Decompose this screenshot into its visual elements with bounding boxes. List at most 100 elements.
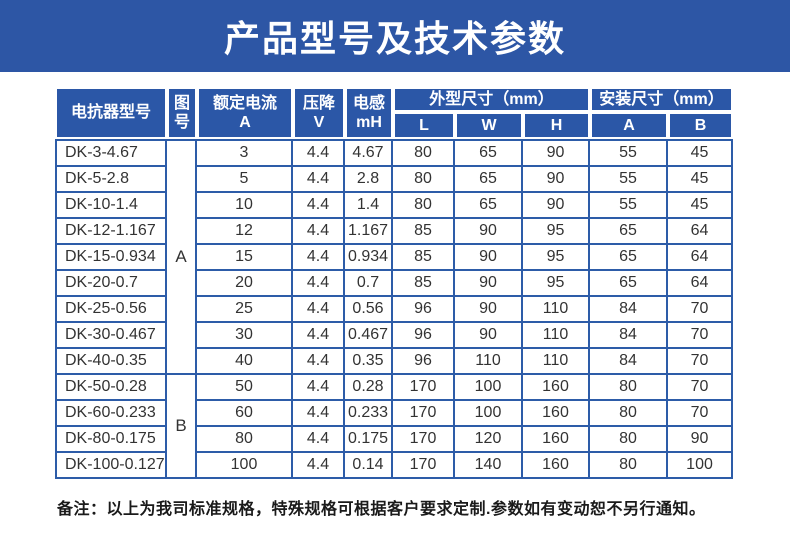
cell-install-b: 70: [668, 349, 734, 375]
cell-dim-w: 65: [455, 139, 523, 167]
cell-model: DK-15-0.934: [55, 245, 167, 271]
cell-inductance: 1.4: [345, 193, 393, 219]
cell-install-a: 80: [590, 401, 669, 427]
cell-dim-h: 110: [523, 297, 591, 323]
cell-dim-l: 170: [393, 401, 455, 427]
cell-inductance: 0.7: [345, 271, 393, 297]
table-row: DK-3-4.67 A 3 4.4 4.67 80 65 90 55 45: [55, 139, 734, 375]
header-figure-number: 图 号: [167, 87, 197, 139]
cell-model: DK-25-0.56: [55, 297, 167, 323]
cell-vdrop: 4.4: [293, 245, 345, 271]
spec-table: 电抗器型号 图 号 额定电流 A 压降 V 电感 mH 外型尺寸（mm）: [55, 87, 734, 479]
cell-current: 100: [197, 453, 293, 479]
cell-dim-l: 170: [393, 453, 455, 479]
cell-dim-w: 110: [455, 349, 523, 375]
cell-current: 20: [197, 271, 293, 297]
header-rated-current-line2: A: [239, 114, 251, 131]
table-header: 电抗器型号 图 号 额定电流 A 压降 V 电感 mH 外型尺寸（mm）: [55, 87, 734, 139]
header-inductance-line2: mH: [356, 114, 382, 131]
cell-install-a: 65: [590, 271, 669, 297]
table-row: DK-25-0.56 25 4.4 0.56 96 90 110 84 70: [55, 297, 734, 323]
cell-current: 12: [197, 219, 293, 245]
cell-model: DK-20-0.7: [55, 271, 167, 297]
cell-install-b: 45: [668, 193, 734, 219]
cell-model: DK-30-0.467: [55, 323, 167, 349]
cell-dim-w: 65: [455, 167, 523, 193]
cell-install-a: 65: [590, 245, 669, 271]
cell-install-b: 45: [668, 139, 734, 167]
cell-current: 50: [197, 375, 293, 401]
cell-dim-h: 110: [523, 349, 591, 375]
header-voltage-drop-line2: V: [313, 114, 325, 131]
cell-vdrop: 4.4: [293, 323, 345, 349]
header-voltage-drop: 压降 V: [293, 87, 345, 139]
cell-install-a: 55: [590, 139, 669, 167]
cell-install-b: 70: [668, 375, 734, 401]
page-title: 产品型号及技术参数: [223, 18, 566, 59]
header-row-2: L W H A B: [55, 112, 734, 139]
table-row: DK-5-2.8 5 4.4 2.8 80 65 90 55 45: [55, 167, 734, 193]
cell-current: 80: [197, 427, 293, 453]
cell-install-b: 90: [668, 427, 734, 453]
cell-inductance: 0.233: [345, 401, 393, 427]
cell-dim-w: 90: [455, 323, 523, 349]
table-row: DK-15-0.934 15 4.4 0.934 85 90 95 65 64: [55, 245, 734, 271]
cell-dim-l: 170: [393, 375, 455, 401]
cell-dim-l: 170: [393, 427, 455, 453]
cell-install-b: 70: [668, 401, 734, 427]
header-install-b: B: [668, 112, 734, 139]
cell-install-b: 70: [668, 323, 734, 349]
cell-dim-l: 80: [393, 193, 455, 219]
cell-vdrop: 4.4: [293, 349, 345, 375]
cell-model: DK-10-1.4: [55, 193, 167, 219]
header-install-dimensions: 安装尺寸（mm）: [590, 87, 734, 112]
cell-install-b: 100: [668, 453, 734, 479]
header-figure-line1: 图: [173, 94, 190, 112]
cell-current: 3: [197, 139, 293, 167]
cell-vdrop: 4.4: [293, 193, 345, 219]
cell-install-a: 80: [590, 427, 669, 453]
header-inductance: 电感 mH: [345, 87, 393, 139]
table-row: DK-100-0.127 100 4.4 0.14 170 140 160 80…: [55, 453, 734, 479]
cell-dim-l: 85: [393, 219, 455, 245]
cell-dim-h: 95: [523, 271, 591, 297]
cell-inductance: 0.467: [345, 323, 393, 349]
cell-inductance: 0.56: [345, 297, 393, 323]
cell-dim-l: 85: [393, 245, 455, 271]
cell-vdrop: 4.4: [293, 427, 345, 453]
cell-vdrop: 4.4: [293, 297, 345, 323]
cell-dim-h: 160: [523, 375, 591, 401]
cell-current: 60: [197, 401, 293, 427]
cell-model: DK-50-0.28: [55, 375, 167, 401]
cell-inductance: 0.28: [345, 375, 393, 401]
cell-dim-h: 160: [523, 453, 591, 479]
cell-model: DK-100-0.127: [55, 453, 167, 479]
cell-current: 15: [197, 245, 293, 271]
cell-model: DK-80-0.175: [55, 427, 167, 453]
cell-model: DK-5-2.8: [55, 167, 167, 193]
cell-dim-h: 90: [523, 193, 591, 219]
title-banner: 产品型号及技术参数: [0, 0, 790, 72]
cell-dim-w: 120: [455, 427, 523, 453]
cell-dim-w: 90: [455, 219, 523, 245]
cell-dim-h: 90: [523, 139, 591, 167]
cell-dim-w: 140: [455, 453, 523, 479]
cell-install-a: 55: [590, 193, 669, 219]
header-inductance-line1: 电感: [352, 94, 385, 112]
cell-install-a: 84: [590, 349, 669, 375]
cell-dim-l: 96: [393, 349, 455, 375]
cell-model: DK-60-0.233: [55, 401, 167, 427]
cell-dim-h: 110: [523, 323, 591, 349]
cell-install-b: 64: [668, 245, 734, 271]
cell-inductance: 0.175: [345, 427, 393, 453]
header-dim-w: W: [455, 112, 523, 139]
header-row-1: 电抗器型号 图 号 额定电流 A 压降 V 电感 mH 外型尺寸（mm）: [55, 87, 734, 139]
cell-vdrop: 4.4: [293, 167, 345, 193]
cell-dim-w: 65: [455, 193, 523, 219]
header-figure-line2: 号: [173, 114, 190, 131]
cell-model: DK-3-4.67: [55, 139, 167, 167]
header-install-a: A: [590, 112, 669, 139]
cell-dim-h: 160: [523, 401, 591, 427]
spec-table-container: 电抗器型号 图 号 额定电流 A 压降 V 电感 mH 外型尺寸（mm）: [55, 87, 734, 479]
cell-dim-l: 80: [393, 167, 455, 193]
